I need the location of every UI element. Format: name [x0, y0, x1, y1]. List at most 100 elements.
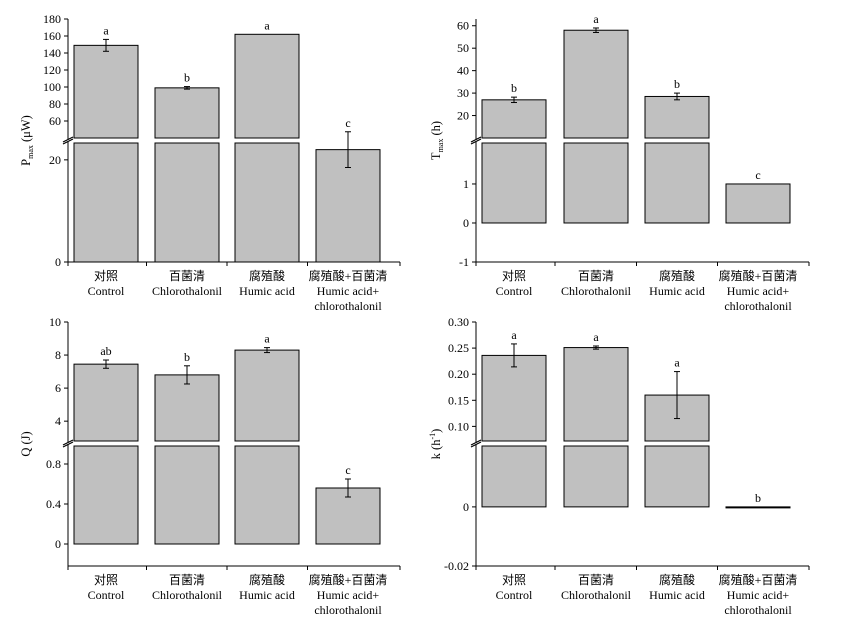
y-tick-label-upper-5: 140: [43, 46, 61, 60]
significance-label-1: a: [103, 23, 109, 37]
significance-label-4: c: [755, 168, 760, 182]
category-label-cn-4: 腐殖酸+百菌清: [309, 572, 388, 587]
category-label-cn-2: 百菌清: [578, 573, 614, 587]
significance-label-3: b: [674, 77, 680, 91]
bar-lower-1: [73, 445, 139, 545]
y-tick-label-upper-6: 160: [43, 29, 61, 43]
significance-label-4: c: [345, 463, 350, 477]
y-tick-label-upper-2: 0.15: [448, 393, 469, 407]
y-tick-label-lower-2: 0: [463, 500, 469, 514]
category-label-en-2: Chlorothalonil: [561, 284, 632, 298]
bar-upper-3: [234, 33, 300, 139]
significance-label-2: a: [593, 330, 599, 344]
bar-lower-1: [481, 445, 547, 508]
bar-upper-2: [563, 29, 629, 139]
bar-upper-2: [563, 347, 629, 442]
bar-4: [725, 506, 791, 509]
category-label-en-3: Humic acid: [239, 284, 295, 298]
bar-lower-2: [563, 445, 629, 508]
category-label-cn-3: 腐殖酸: [659, 572, 695, 587]
chart-panel-1: a b a c 60 80 100 120 140 160 180 0 20 Pmax (μW) 对照Con…: [19, 12, 401, 313]
category-label-cn-4: 腐殖酸+百菌清: [719, 268, 798, 283]
category-label-en-1: Control: [496, 284, 533, 298]
bar-lower-3: [234, 445, 300, 545]
bar-upper-2: [154, 374, 220, 442]
y-tick-label-upper-4: 50: [457, 41, 469, 55]
y-tick-label-upper-1: 0.10: [448, 419, 469, 433]
bar-lower-3: [644, 142, 710, 224]
category-label-cn-4: 腐殖酸+百菌清: [719, 572, 798, 587]
significance-label-2: b: [184, 71, 190, 85]
category-label-en2-4: chlorothalonil: [314, 603, 382, 617]
y-tick-label-lower-3: 0.8: [46, 457, 61, 471]
y-tick-label-upper-2: 6: [55, 381, 61, 395]
category-label-cn-1: 对照: [94, 269, 118, 283]
y-axis-title: Tmax (h): [429, 121, 445, 160]
significance-label-3: a: [264, 18, 270, 32]
y-axis-title: Q (J): [19, 431, 33, 456]
category-label-en-4: Humic acid+: [727, 284, 790, 298]
category-label-en2-4: chlorothalonil: [724, 299, 792, 313]
y-tick-label-lower-1: 0: [55, 255, 61, 269]
bar-4: [725, 183, 791, 224]
category-label-en-1: Control: [496, 588, 533, 602]
bar-upper-3: [234, 349, 300, 442]
axis-break-mark-1: [62, 136, 74, 143]
y-tick-label-upper-2: 80: [49, 97, 61, 111]
category-label-cn-1: 对照: [502, 573, 526, 587]
y-tick-label-upper-1: 4: [55, 414, 61, 428]
significance-label-4: b: [755, 491, 761, 505]
y-tick-label-upper-3: 8: [55, 348, 61, 362]
y-tick-label-upper-2: 30: [457, 86, 469, 100]
significance-label-3: a: [674, 356, 680, 370]
y-tick-label-lower-1: 0: [55, 537, 61, 551]
y-tick-label-lower-2: 0.4: [46, 497, 61, 511]
category-label-cn-2: 百菌清: [578, 269, 614, 283]
y-tick-label-lower-1: -1: [459, 255, 469, 269]
bar-lower-2: [154, 142, 220, 263]
y-tick-label-upper-5: 0.30: [448, 315, 469, 329]
y-tick-label-upper-3: 40: [457, 64, 469, 78]
category-label-cn-2: 百菌清: [169, 573, 205, 587]
bar-lower-2: [563, 142, 629, 224]
significance-label-2: a: [593, 12, 599, 26]
bar-lower-2: [154, 445, 220, 545]
category-label-cn-2: 百菌清: [169, 269, 205, 283]
category-label-en-2: Chlorothalonil: [152, 588, 223, 602]
category-label-cn-3: 腐殖酸: [659, 268, 695, 283]
axis-break-mark-1: [62, 439, 74, 446]
category-label-en2-4: chlorothalonil: [314, 299, 382, 313]
y-tick-label-upper-3: 100: [43, 80, 61, 94]
y-tick-label-upper-1: 60: [49, 114, 61, 128]
category-label-cn-1: 对照: [502, 269, 526, 283]
axis-break-mark-2: [62, 138, 74, 145]
category-label-en-3: Humic acid: [649, 588, 705, 602]
bar-upper-3: [644, 95, 710, 139]
category-label-cn-3: 腐殖酸: [249, 268, 285, 283]
y-tick-label-lower-3: 1: [463, 177, 469, 191]
category-label-en-1: Control: [88, 588, 125, 602]
y-tick-label-upper-4: 10: [49, 315, 61, 329]
y-tick-label-lower-2: 0: [463, 216, 469, 230]
y-tick-label-upper-1: 20: [457, 109, 469, 123]
significance-label-2: b: [184, 350, 190, 364]
significance-label-1: ab: [100, 344, 111, 358]
category-label-en-4: Humic acid+: [317, 284, 380, 298]
category-label-cn-4: 腐殖酸+百菌清: [309, 268, 388, 283]
bar-upper-1: [481, 99, 547, 139]
y-tick-label-upper-5: 60: [457, 19, 469, 33]
bar-upper-1: [73, 363, 139, 442]
bar-upper-1: [481, 354, 547, 442]
y-tick-label-lower-1: -0.02: [444, 559, 469, 573]
significance-label-1: b: [511, 81, 517, 95]
category-label-en-3: Humic acid: [239, 588, 295, 602]
y-axis-title: k (h-1): [428, 429, 443, 460]
category-label-en-4: Humic acid+: [317, 588, 380, 602]
bar-lower-1: [73, 142, 139, 263]
category-label-en-2: Chlorothalonil: [152, 284, 223, 298]
significance-label-3: a: [264, 332, 270, 346]
category-label-en-3: Humic acid: [649, 284, 705, 298]
axis-break-mark-2: [470, 441, 482, 448]
